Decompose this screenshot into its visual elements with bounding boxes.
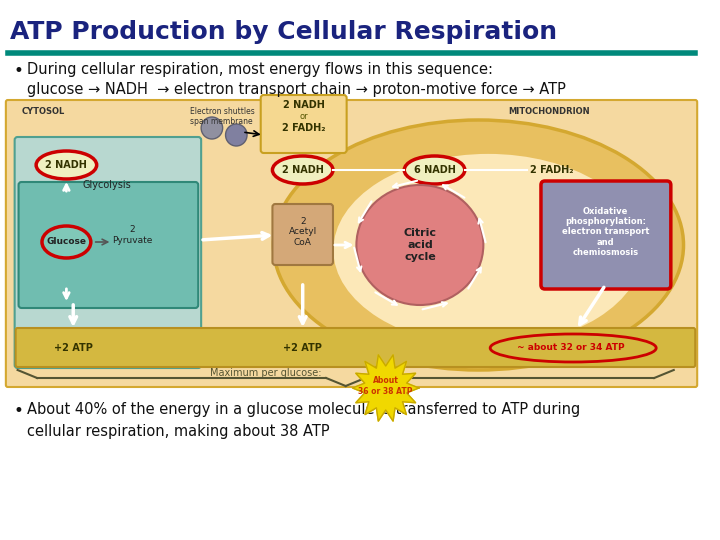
- FancyBboxPatch shape: [16, 328, 696, 367]
- Ellipse shape: [225, 124, 247, 146]
- Text: 2 NADH: 2 NADH: [282, 165, 323, 175]
- Text: During cellular respiration, most energy flows in this sequence:: During cellular respiration, most energy…: [27, 62, 493, 77]
- Ellipse shape: [201, 117, 222, 139]
- Text: 2 FADH₂: 2 FADH₂: [282, 123, 325, 133]
- Text: •: •: [14, 62, 24, 80]
- Text: Oxidative
phosphorylation:
electron transport
and
chemiosmosis: Oxidative phosphorylation: electron tran…: [562, 207, 649, 257]
- FancyBboxPatch shape: [14, 137, 201, 368]
- Polygon shape: [353, 355, 419, 421]
- Text: +2 ATP: +2 ATP: [54, 343, 93, 353]
- Text: Electron shuttles
span membrane: Electron shuttles span membrane: [190, 107, 255, 126]
- Text: Citric
acid
cycle: Citric acid cycle: [403, 228, 436, 261]
- FancyBboxPatch shape: [272, 204, 333, 265]
- Text: 6 NADH: 6 NADH: [413, 165, 456, 175]
- Text: glucose → NADH  → electron transport chain → proton-motive force → ATP: glucose → NADH → electron transport chai…: [27, 82, 566, 97]
- Text: Glycolysis: Glycolysis: [83, 180, 132, 190]
- Text: CYTOSOL: CYTOSOL: [22, 107, 65, 116]
- Ellipse shape: [272, 156, 333, 184]
- Text: +2 ATP: +2 ATP: [283, 343, 322, 353]
- Text: 2 FADH₂: 2 FADH₂: [530, 165, 574, 175]
- Text: cellular respiration, making about 38 ATP: cellular respiration, making about 38 AT…: [27, 424, 330, 439]
- Text: About
36 or 38 ATP: About 36 or 38 ATP: [359, 376, 413, 396]
- FancyBboxPatch shape: [261, 95, 346, 153]
- Text: MITOCHONDRION: MITOCHONDRION: [508, 107, 590, 116]
- Text: 2 NADH: 2 NADH: [283, 100, 325, 110]
- Text: ATP Production by Cellular Respiration: ATP Production by Cellular Respiration: [10, 20, 557, 44]
- FancyBboxPatch shape: [541, 181, 671, 289]
- FancyBboxPatch shape: [6, 100, 697, 387]
- Ellipse shape: [42, 226, 91, 258]
- Text: or: or: [300, 112, 308, 121]
- FancyBboxPatch shape: [19, 182, 198, 308]
- Text: •: •: [14, 402, 24, 420]
- Text: ~ about 32 or 34 ATP: ~ about 32 or 34 ATP: [518, 343, 625, 353]
- Text: 2 NADH: 2 NADH: [45, 160, 87, 170]
- Text: 2
Pyruvate: 2 Pyruvate: [112, 225, 152, 245]
- Text: Maximum per glucose:: Maximum per glucose:: [210, 368, 321, 378]
- Ellipse shape: [332, 152, 644, 348]
- Text: About 40% of the energy in a glucose molecule is transferred to ATP during: About 40% of the energy in a glucose mol…: [27, 402, 580, 417]
- Ellipse shape: [274, 120, 683, 370]
- Ellipse shape: [356, 185, 483, 305]
- Text: Glucose: Glucose: [46, 238, 86, 246]
- Ellipse shape: [36, 151, 96, 179]
- Ellipse shape: [404, 156, 465, 184]
- Text: 2
Acetyl
CoA: 2 Acetyl CoA: [289, 217, 317, 247]
